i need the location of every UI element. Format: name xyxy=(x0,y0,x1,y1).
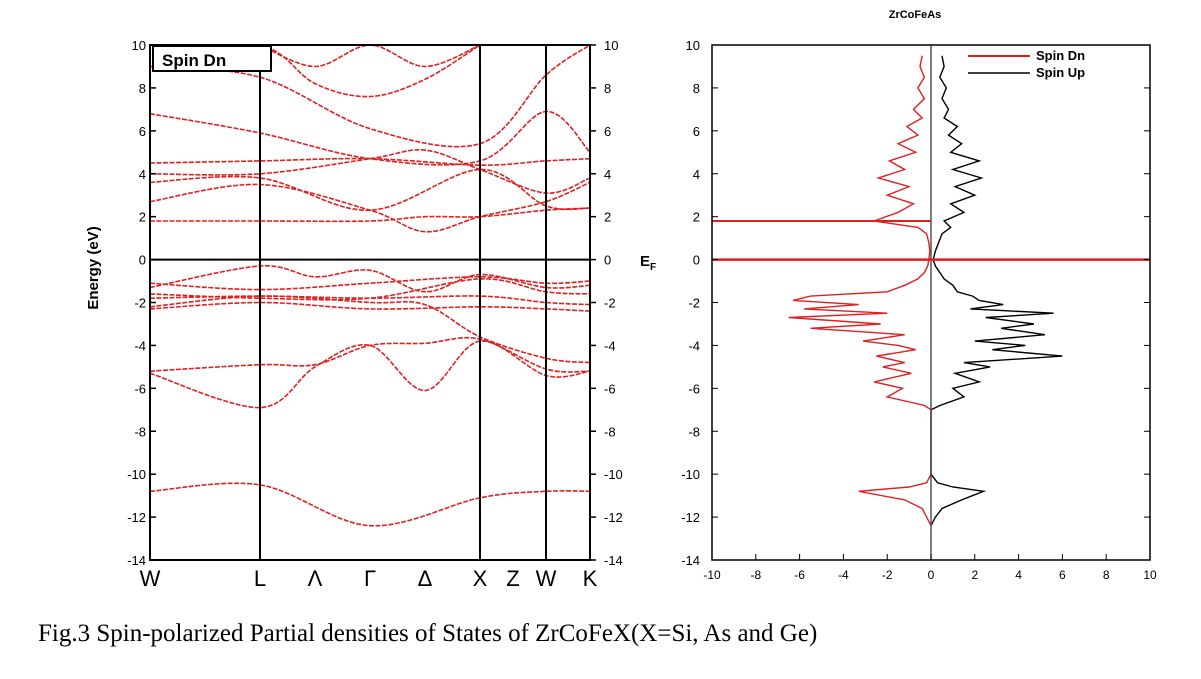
dos-x-tick-label: -4 xyxy=(838,568,849,582)
band-y-tick-label-left: -12 xyxy=(127,510,146,525)
band-y-tick-label-right: -4 xyxy=(604,338,616,353)
band-line-11 xyxy=(150,181,590,233)
dos-x-tick-label: 2 xyxy=(971,568,978,582)
dos-line-spin-dn xyxy=(788,55,932,527)
dos-y-tick-label: -12 xyxy=(681,510,700,525)
band-y-tick-label-right: 4 xyxy=(604,167,611,182)
band-y-tick-label-left: -4 xyxy=(134,338,146,353)
band-y-tick-label-right: -14 xyxy=(604,553,623,568)
band-y-tick-label-right: -10 xyxy=(604,467,623,482)
band-y-tick-label-left: 0 xyxy=(139,253,146,268)
dos-y-tick-label: 0 xyxy=(693,253,700,268)
figure-caption: Fig.3 Spin-polarized Partial densities o… xyxy=(38,620,818,647)
dos-y-tick-label: -8 xyxy=(688,424,700,439)
band-y-tick-label-left: -10 xyxy=(127,467,146,482)
band-y-tick-label-right: -6 xyxy=(604,381,616,396)
dos-title: ZrCoFeAs xyxy=(889,9,942,21)
band-line-7 xyxy=(150,278,590,301)
dos-y-tick-label: 8 xyxy=(693,81,700,96)
band-y-axis-label: Energy (eV) xyxy=(85,226,102,309)
band-y-tick-label-left: 4 xyxy=(139,167,146,182)
fermi-level-label: EF xyxy=(640,253,656,273)
band-line-3 xyxy=(150,336,590,373)
dos-y-tick-label: 2 xyxy=(693,210,700,225)
band-y-tick-label-left: 8 xyxy=(139,81,146,96)
figure: -14 -12 -10 -8 -6 -4 -2 0 2 4 6 8 10 -14 -12 -10 -8 -6 -4… xyxy=(85,9,1157,591)
k-point-label: X xyxy=(473,566,488,591)
band-y-tick-label-left: -8 xyxy=(134,424,146,439)
band-y-tick-label-right: 2 xyxy=(604,210,611,225)
dos-x-tick-label: 4 xyxy=(1015,568,1022,582)
dos-x-tick-label: 6 xyxy=(1059,568,1066,582)
dos-x-tick-label: -10 xyxy=(703,568,721,582)
band-y-tick-label-left: 2 xyxy=(139,210,146,225)
dos-y-tick-label: -2 xyxy=(688,296,700,311)
band-y-tick-label-left: 10 xyxy=(132,38,146,53)
band-line-15 xyxy=(150,110,590,166)
band-line-17 xyxy=(150,45,481,98)
band-y-tick-label-left: -6 xyxy=(134,381,146,396)
k-point-label: K xyxy=(583,566,598,591)
k-point-label: W xyxy=(140,566,161,591)
band-y-ticks-right: -14 -12 -10 -8 -6 -4 -2 0 2 4 6 8 10 xyxy=(590,38,623,568)
k-point-label: W xyxy=(536,566,557,591)
dos-legend: Spin Dn Spin Up xyxy=(968,48,1085,80)
dos-x-tick-label: -2 xyxy=(882,568,893,582)
dos-y-ticks: -14 -12 -10 -8 -6 -4 -2 0 2 4 6 8 10 xyxy=(681,38,1150,568)
band-line-10 xyxy=(150,207,590,223)
dos-x-tick-label: -8 xyxy=(750,568,761,582)
band-y-tick-label-left: 6 xyxy=(139,124,146,139)
dos-x-tick-label: 8 xyxy=(1103,568,1110,582)
k-point-label: Δ xyxy=(418,566,433,591)
dos-x-tick-label: -6 xyxy=(794,568,805,582)
dos-x-ticks: -10 -8 -6 -4 -2 0 2 4 6 8 10 xyxy=(703,554,1157,582)
band-line-5 xyxy=(150,295,590,364)
k-point-label: L xyxy=(254,566,266,591)
band-y-tick-label-right: 6 xyxy=(604,124,611,139)
band-y-tick-label-left: -14 xyxy=(127,553,146,568)
dos-y-tick-label: -14 xyxy=(681,553,700,568)
band-line-18 xyxy=(259,45,481,68)
band-y-tick-label-right: 10 xyxy=(604,38,618,53)
band-line-2 xyxy=(150,340,590,409)
legend-label-spin-up: Spin Up xyxy=(1036,65,1085,80)
dos-x-tick-label: 10 xyxy=(1143,568,1157,582)
band-line-13 xyxy=(150,149,590,194)
band-line-6 xyxy=(150,295,590,306)
band-structure-panel: -14 -12 -10 -8 -6 -4 -2 0 2 4 6 8 10 -14 -12 -10 -8 -6 -4… xyxy=(85,38,656,591)
band-line-14 xyxy=(150,157,590,167)
band-y-tick-label-right: 8 xyxy=(604,81,611,96)
legend-label-spin-dn: Spin Dn xyxy=(1036,48,1085,63)
band-line-4 xyxy=(150,301,590,312)
dos-y-tick-label: 6 xyxy=(693,124,700,139)
band-y-tick-label-right: -8 xyxy=(604,424,616,439)
band-plot-frame xyxy=(149,44,591,561)
band-line-16 xyxy=(150,45,590,148)
dos-y-tick-label: -4 xyxy=(688,338,700,353)
dos-curves xyxy=(788,55,1063,527)
spin-dn-box-label: Spin Dn xyxy=(162,51,226,70)
dos-y-tick-label: 4 xyxy=(693,167,700,182)
dos-x-tick-label: 0 xyxy=(928,568,935,582)
k-point-label: Γ xyxy=(364,566,376,591)
band-y-tick-label-left: -2 xyxy=(134,296,146,311)
dos-fermi-line xyxy=(712,45,1150,560)
band-curves xyxy=(150,45,590,527)
dos-line-spin-up xyxy=(930,55,1063,527)
band-y-tick-label-right: 0 xyxy=(604,253,611,268)
spin-dn-box xyxy=(152,45,272,72)
dos-y-tick-label: 10 xyxy=(686,38,700,53)
band-y-tick-label-right: -12 xyxy=(604,510,623,525)
k-point-label: Λ xyxy=(308,566,323,591)
dos-y-tick-label: -10 xyxy=(681,467,700,482)
band-y-ticks-left: -14 -12 -10 -8 -6 -4 -2 0 2 4 6 8 10 xyxy=(127,38,156,568)
dos-y-tick-label: -6 xyxy=(688,381,700,396)
k-point-label: Z xyxy=(506,566,519,591)
band-y-tick-label-right: -2 xyxy=(604,296,616,311)
high-symmetry-lines xyxy=(259,45,547,560)
band-line-1 xyxy=(150,482,590,527)
